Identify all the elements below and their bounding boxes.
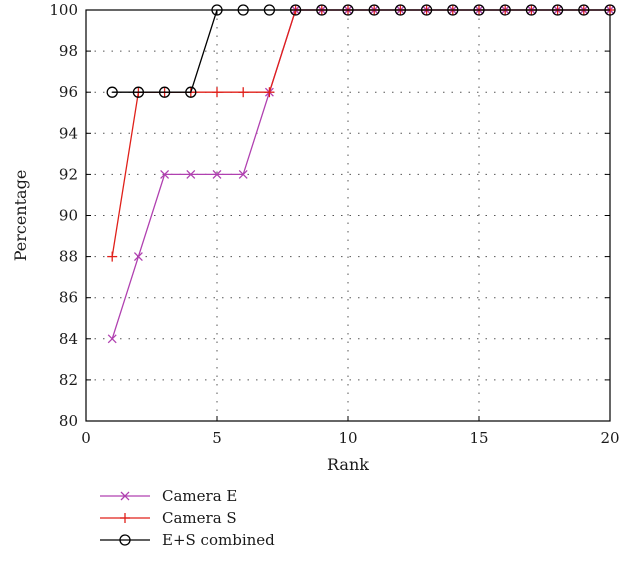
circle-marker — [119, 534, 131, 546]
grid-lines — [86, 10, 610, 421]
circle-marker — [420, 4, 433, 16]
circle-marker — [263, 4, 276, 16]
y-tick-label: 88 — [59, 248, 78, 266]
x-tick-label: 5 — [212, 429, 222, 447]
legend-label: Camera E — [162, 487, 237, 505]
x-tick-label: 10 — [338, 429, 357, 447]
y-tick-label: 90 — [59, 207, 78, 225]
circle-marker — [132, 86, 145, 98]
y-tick-label: 84 — [59, 330, 78, 348]
series-line — [111, 9, 610, 257]
plus-marker — [120, 513, 130, 523]
plus-marker — [264, 87, 275, 98]
x-marker — [107, 334, 117, 344]
x-marker — [133, 252, 143, 262]
circle-marker — [525, 4, 538, 16]
y-axis-label: Percentage — [11, 170, 30, 262]
circle-marker — [316, 4, 328, 16]
circle-marker — [289, 4, 302, 16]
legend-item: E+S combined — [100, 531, 275, 549]
series-group — [106, 4, 616, 344]
circle-marker — [499, 4, 511, 16]
circle-marker — [342, 4, 354, 16]
y-tick-label: 94 — [59, 124, 78, 142]
circle-marker — [447, 4, 459, 16]
series-e-s-combined — [106, 4, 616, 98]
circle-marker — [551, 4, 564, 16]
x-marker — [186, 169, 196, 179]
x-marker — [160, 169, 170, 179]
x-marker — [212, 169, 222, 179]
legend-item: Camera S — [100, 509, 237, 527]
circle-marker — [604, 4, 616, 16]
circle-marker — [185, 86, 197, 98]
series-line — [112, 9, 610, 93]
series-camera-s — [107, 5, 615, 262]
y-tick-label: 100 — [49, 1, 78, 19]
series-line — [111, 9, 610, 339]
circle-marker — [368, 4, 380, 16]
plus-marker — [238, 87, 249, 98]
series-camera-e — [107, 5, 615, 344]
legend-label: Camera S — [162, 509, 237, 527]
x-marker — [120, 491, 130, 501]
circle-marker — [578, 4, 590, 16]
y-tick-label: 98 — [59, 42, 78, 60]
plus-marker — [107, 251, 118, 262]
y-tick-label: 82 — [59, 371, 78, 389]
circle-marker — [473, 4, 485, 16]
y-tick-label: 86 — [59, 289, 78, 307]
circle-marker — [211, 4, 223, 16]
legend-item: Camera E — [100, 487, 237, 505]
x-marker — [238, 169, 248, 179]
x-tick-label: 0 — [81, 429, 91, 447]
legend: Camera E Camera S E+S combined — [100, 487, 275, 549]
y-tick-label: 80 — [59, 412, 78, 430]
y-tick-label: 96 — [59, 83, 78, 101]
y-tick-label: 92 — [59, 165, 78, 183]
x-axis-label: Rank — [327, 455, 369, 474]
x-tick-label: 15 — [469, 429, 488, 447]
axis-ticks: 80 82 84 86 88 90 92 94 96 98 100 0 5 10 15 20 — [49, 1, 619, 447]
circle-marker — [106, 86, 118, 98]
circle-marker — [237, 4, 249, 16]
plus-marker — [212, 87, 222, 98]
x-tick-label: 20 — [600, 429, 619, 447]
circle-marker — [158, 86, 171, 98]
legend-label: E+S combined — [162, 531, 275, 549]
circle-marker — [394, 4, 407, 16]
